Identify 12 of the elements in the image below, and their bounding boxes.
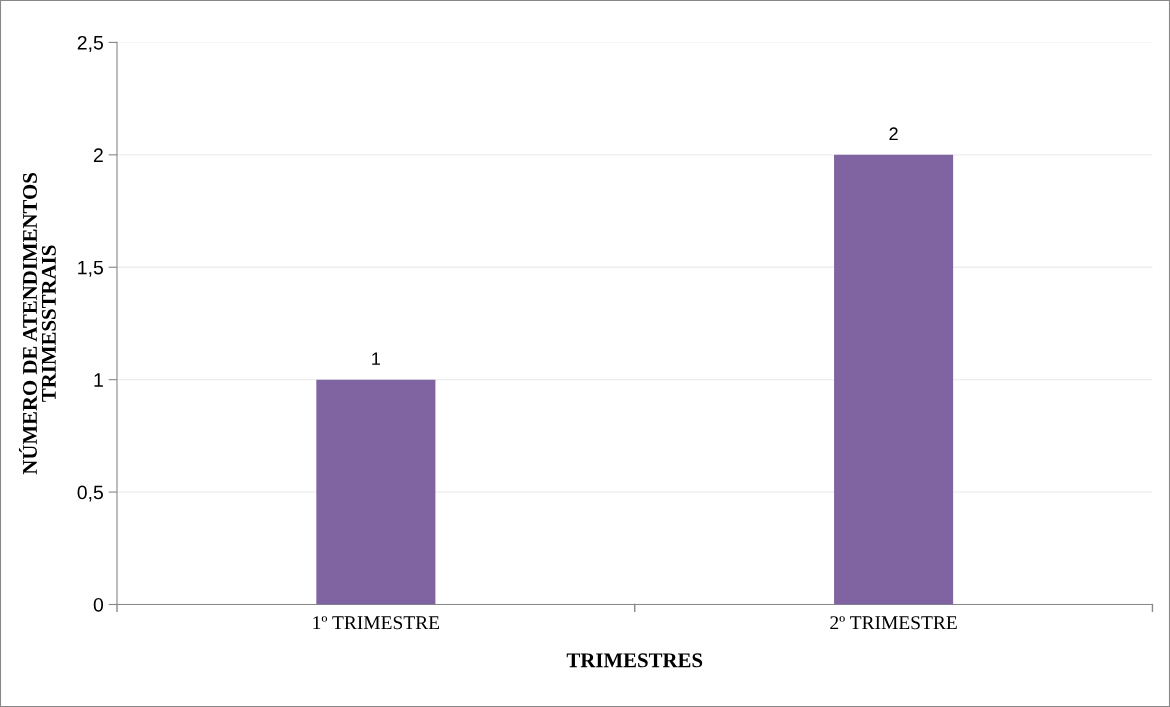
y-tick-label: 1,5 bbox=[78, 260, 103, 277]
y-tick-label: 0 bbox=[93, 597, 104, 612]
data-label: 1 bbox=[372, 352, 380, 365]
x-tick-label: 2º TRIMESTRE bbox=[830, 616, 957, 630]
x-axis-title: TRIMESTRES bbox=[566, 653, 703, 668]
y-axis-title: NÚMERO DE ATENDIMENTOS TRIMESSTRAIS bbox=[18, 173, 56, 475]
y-tick-label: 2 bbox=[93, 148, 103, 162]
x-tick-label: 1º TRIMESTRE bbox=[313, 616, 440, 630]
data-label: 2 bbox=[889, 127, 898, 140]
y-tick-label: 2,5 bbox=[77, 35, 103, 52]
y-tick-label: 0,5 bbox=[77, 485, 103, 502]
y-tick-label: 1 bbox=[94, 373, 103, 387]
